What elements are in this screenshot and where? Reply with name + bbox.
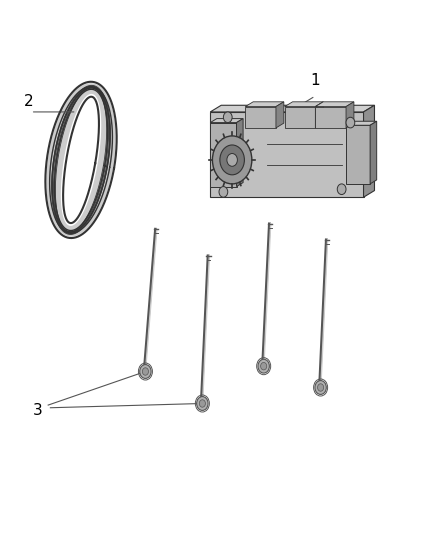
Circle shape [199, 400, 205, 407]
Circle shape [142, 368, 148, 375]
Polygon shape [245, 107, 276, 128]
Circle shape [220, 145, 244, 175]
Polygon shape [210, 106, 374, 112]
Polygon shape [315, 102, 323, 128]
Polygon shape [210, 119, 243, 123]
Circle shape [223, 112, 232, 123]
Circle shape [261, 362, 267, 370]
Polygon shape [346, 102, 354, 128]
Polygon shape [210, 123, 237, 187]
Circle shape [315, 381, 326, 394]
Polygon shape [245, 102, 284, 107]
Circle shape [197, 397, 208, 410]
Polygon shape [61, 94, 101, 225]
Polygon shape [346, 122, 377, 125]
Polygon shape [285, 102, 323, 107]
Polygon shape [276, 102, 284, 128]
Polygon shape [237, 119, 243, 187]
Polygon shape [210, 112, 364, 197]
Polygon shape [346, 125, 370, 184]
Text: 3: 3 [32, 403, 42, 418]
Polygon shape [315, 102, 354, 107]
Text: 1: 1 [311, 73, 320, 88]
Text: 2: 2 [24, 94, 33, 109]
Polygon shape [364, 106, 374, 197]
Polygon shape [370, 122, 377, 184]
Circle shape [346, 117, 355, 128]
Circle shape [318, 384, 324, 391]
Polygon shape [47, 84, 115, 236]
Polygon shape [315, 107, 346, 128]
Circle shape [140, 365, 151, 378]
Circle shape [337, 184, 346, 195]
Polygon shape [285, 107, 315, 128]
Circle shape [258, 359, 269, 373]
Circle shape [219, 187, 228, 197]
Circle shape [227, 154, 237, 166]
Circle shape [212, 136, 252, 184]
